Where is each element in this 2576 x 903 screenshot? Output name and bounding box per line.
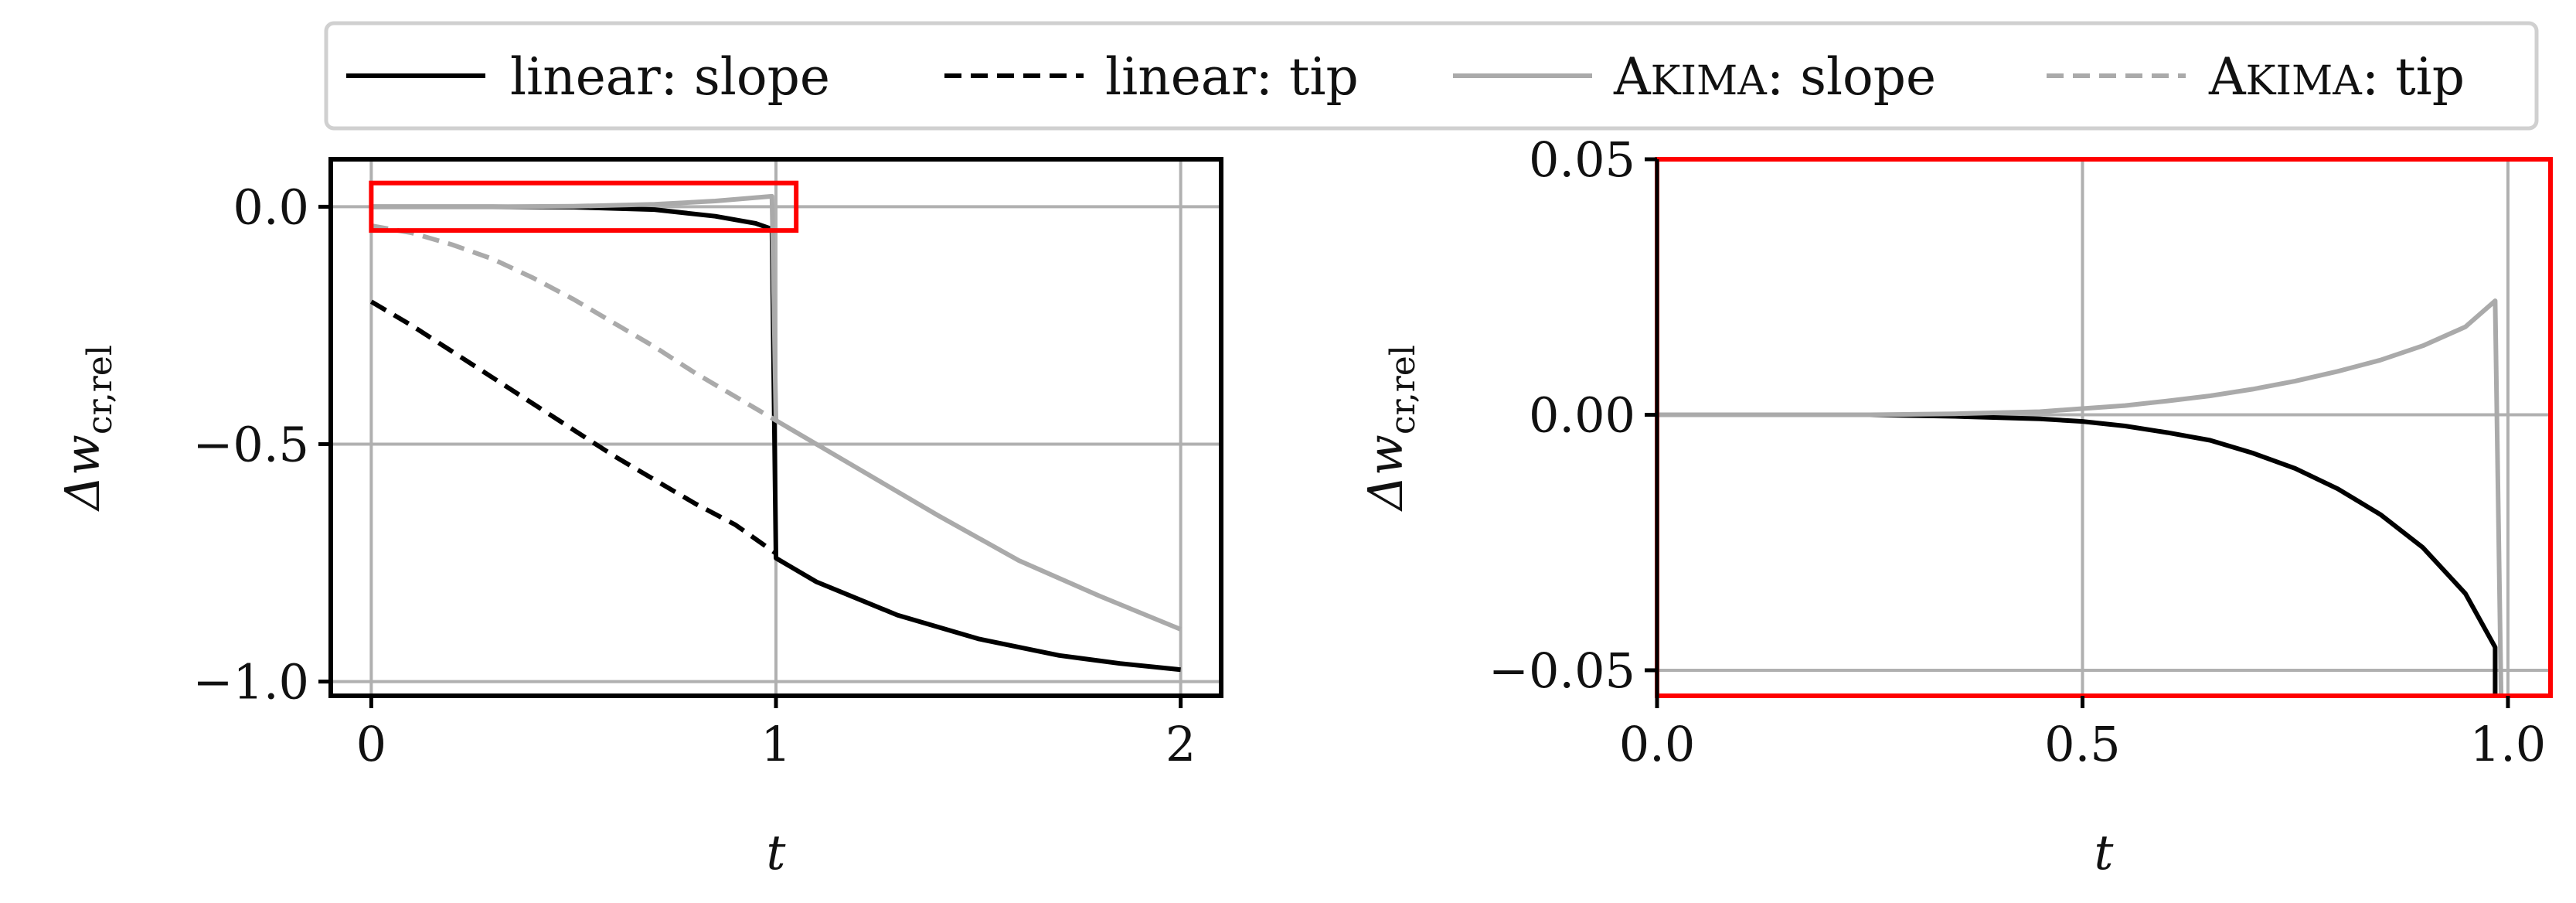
series-line-linear-tip [369,299,778,556]
zoom-frame [1655,157,2553,698]
legend-label-linear-tip: linear: tip [1105,47,1359,107]
y-tick-label-0: 0.0 [233,179,309,235]
series-line-linear-slope [1657,412,2498,696]
zoom-indicator-box [369,180,799,233]
y-tick-label-1: −0.5 [192,416,309,472]
legend-frame [324,21,2539,131]
x-tick-label-2: 2 [1165,716,1196,772]
y-tick-label-2: −1.0 [192,654,309,710]
series-line-akima-slope [1657,298,2504,696]
x-tick-label-1: 0.5 [2044,716,2121,772]
left-plot: 0 1 2 0.0 −0.5 −1.0 t Δwcr,rel [54,157,1223,881]
x-tick-label-1: 1 [761,716,791,772]
y-tick-label-2: −0.05 [1489,642,1635,699]
x-axis-label: t [2094,824,2114,881]
legend-label-linear-slope: linear: slope [510,47,830,107]
x-axis-label: t [767,824,786,881]
x-tick-label-2: 1.0 [2470,716,2547,772]
y-tick-label-1: 0.00 [1529,387,1635,443]
x-tick-label-0: 0 [356,716,386,772]
right-zoom-plot: 0.0 0.5 1.0 0.05 0.00 −0.05 t Δwcr,rel [1357,131,2553,881]
x-tick-label-0: 0.0 [1619,716,1696,772]
legend-label-akima-slope: AKIMA: slope [1613,47,1936,107]
y-tick-label-0: 0.05 [1529,131,1635,188]
legend-label-akima-tip: AKIMA: tip [2208,47,2465,107]
series-group [1657,298,2504,696]
y-axis-label: Δwcr,rel [1357,345,1423,512]
series-line-akima-slope [371,193,1182,632]
series-group [369,193,1182,673]
series-line-akima-tip [370,223,778,423]
y-axis-label: Δwcr,rel [54,345,120,512]
legend: linear: slope linear: tip AKIMA: slope A… [324,21,2539,131]
